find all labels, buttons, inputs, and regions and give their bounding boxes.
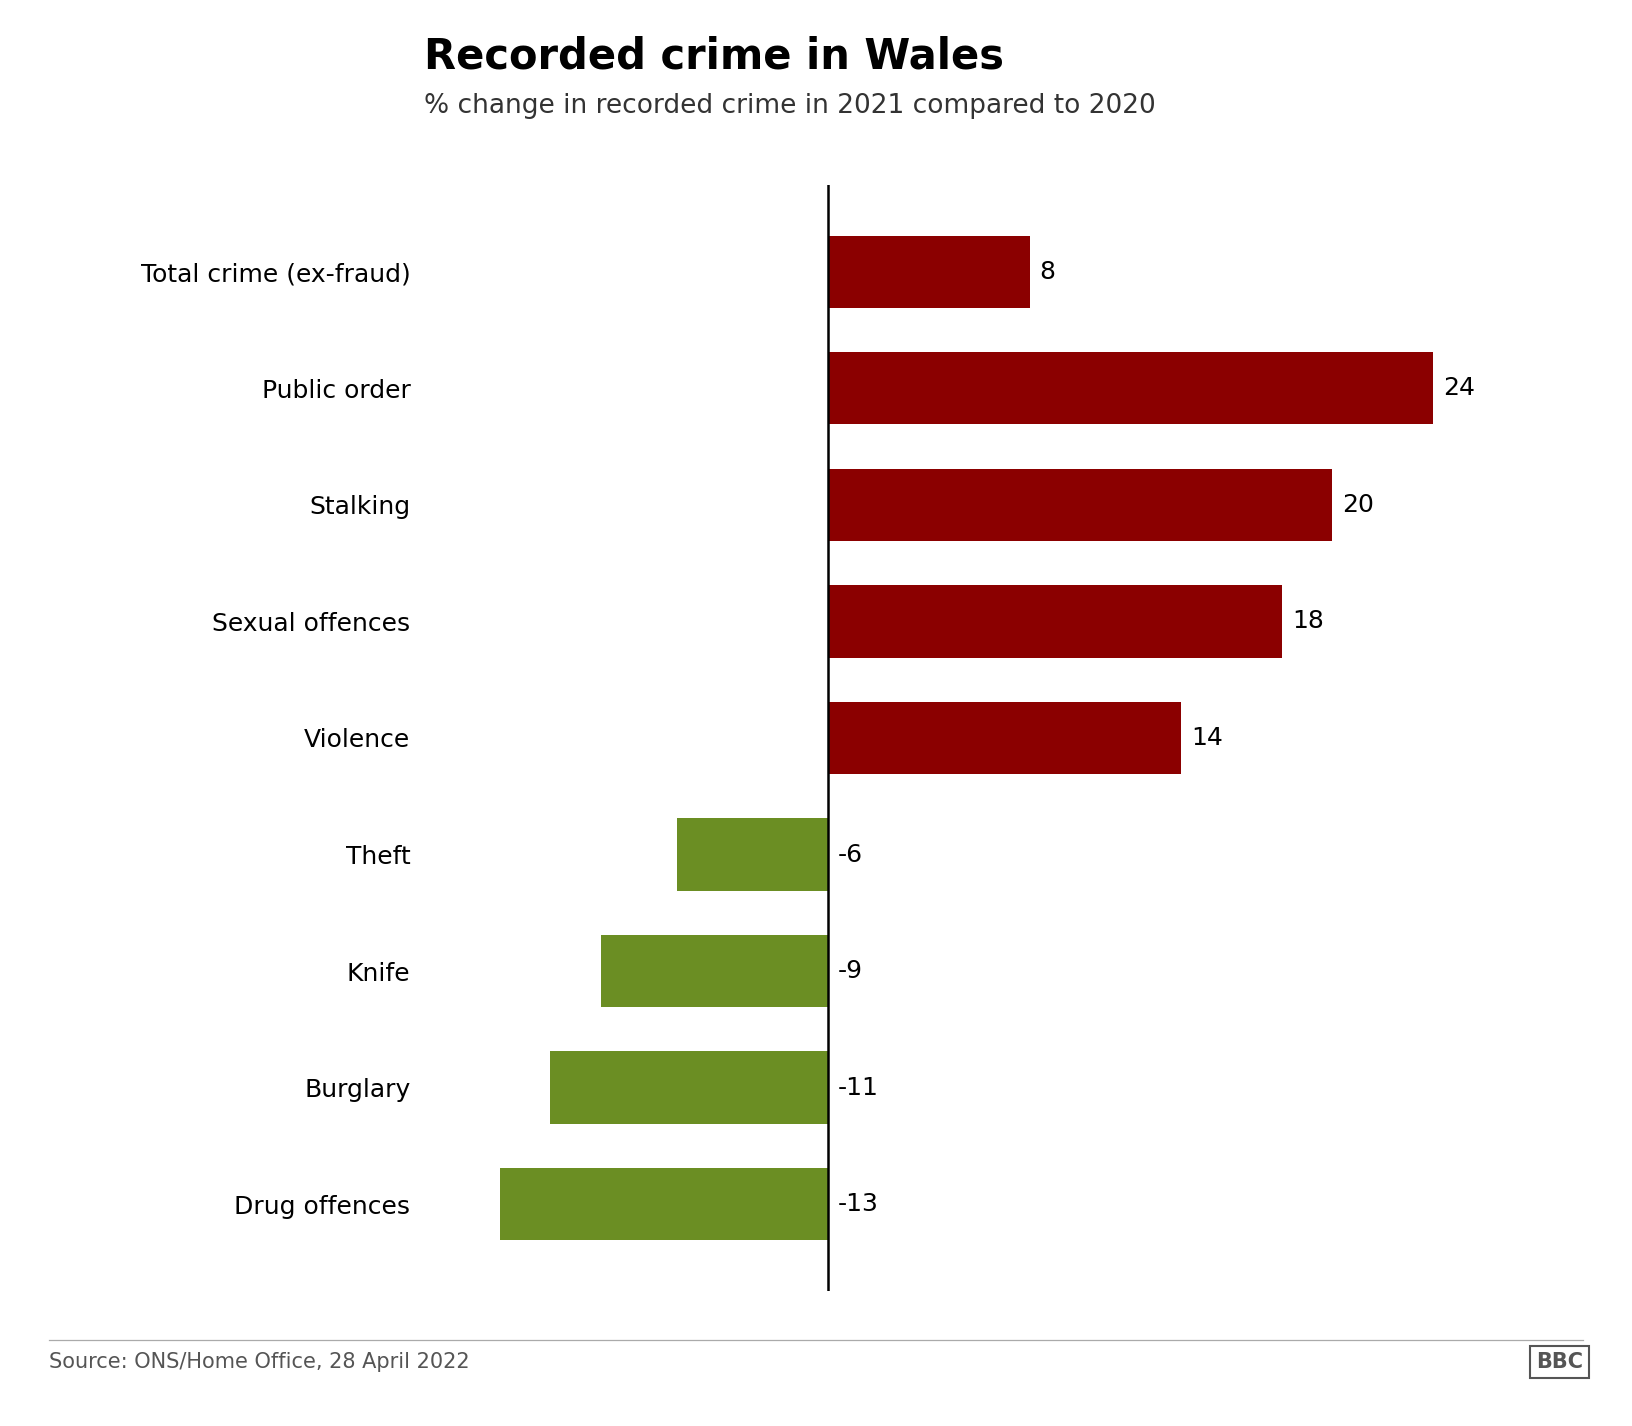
Text: BBC: BBC — [1536, 1352, 1583, 1372]
Bar — [827, 702, 1182, 774]
Text: Recorded crime in Wales: Recorded crime in Wales — [424, 36, 1004, 77]
Text: -9: -9 — [837, 960, 863, 983]
Text: 14: 14 — [1191, 726, 1222, 750]
Text: 18: 18 — [1293, 609, 1324, 633]
Bar — [827, 235, 1030, 308]
Bar — [601, 935, 827, 1007]
Text: 8: 8 — [1040, 260, 1056, 284]
Bar — [677, 819, 827, 891]
Bar — [827, 469, 1332, 540]
Text: -11: -11 — [837, 1075, 880, 1099]
Text: -6: -6 — [837, 843, 863, 867]
Text: 24: 24 — [1443, 376, 1475, 401]
Text: Source: ONS/Home Office, 28 April 2022: Source: ONS/Home Office, 28 April 2022 — [49, 1352, 470, 1372]
Bar — [827, 585, 1281, 657]
Bar — [550, 1051, 827, 1124]
Bar — [827, 352, 1433, 425]
Bar — [499, 1168, 827, 1241]
Text: -13: -13 — [837, 1192, 880, 1216]
Text: % change in recorded crime in 2021 compared to 2020: % change in recorded crime in 2021 compa… — [424, 93, 1155, 118]
Text: 20: 20 — [1343, 493, 1374, 516]
